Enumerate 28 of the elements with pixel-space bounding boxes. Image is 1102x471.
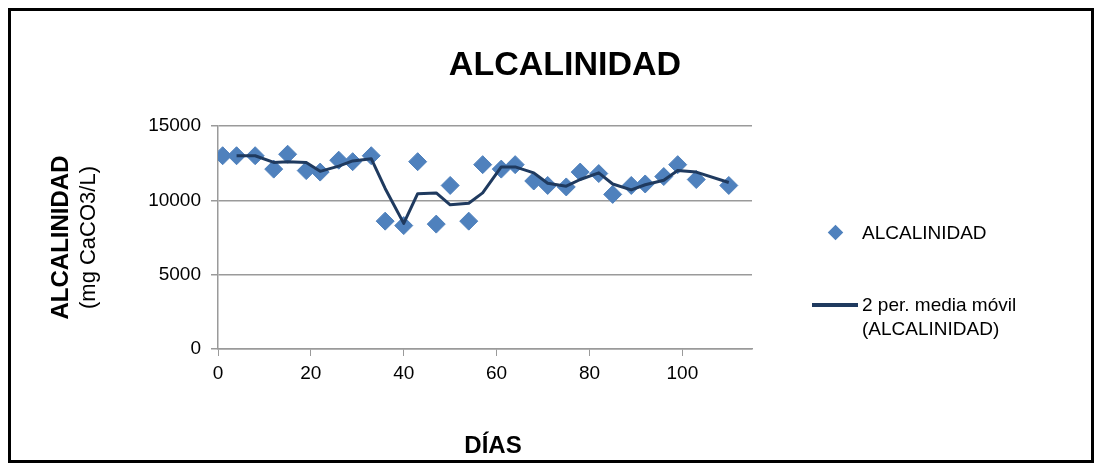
y-axis-title: ALCALINIDAD (mg CaCO3/L) bbox=[45, 155, 101, 320]
point bbox=[459, 211, 479, 231]
x-tick-label: 60 bbox=[486, 361, 508, 383]
y-tick-label: 0 bbox=[190, 337, 201, 359]
point bbox=[603, 184, 623, 204]
point bbox=[278, 144, 298, 164]
legend-label: 2 per. media móvil (ALCALINIDAD) bbox=[862, 293, 1018, 341]
point bbox=[375, 211, 395, 231]
point bbox=[719, 175, 739, 195]
point bbox=[440, 175, 460, 195]
x-axis-title: DÍAS bbox=[464, 430, 522, 458]
x-tick-label: 80 bbox=[578, 361, 601, 383]
legend-label: ALCALINIDAD bbox=[862, 221, 988, 245]
y-tick-label: 5000 bbox=[158, 262, 201, 284]
point bbox=[473, 155, 493, 175]
point bbox=[408, 152, 428, 172]
x-tick-label: 100 bbox=[666, 361, 699, 383]
point bbox=[426, 214, 446, 234]
x-tick-label: 0 bbox=[212, 361, 224, 383]
x-tick-label: 40 bbox=[393, 361, 415, 383]
y-tick-label: 10000 bbox=[148, 188, 201, 210]
point bbox=[264, 159, 284, 179]
y-tick-label: 15000 bbox=[148, 114, 201, 136]
point bbox=[524, 171, 544, 191]
point bbox=[686, 170, 706, 190]
point bbox=[570, 162, 590, 182]
x-tick-label: 20 bbox=[300, 361, 322, 383]
chart-title: ALCALINIDAD bbox=[448, 44, 682, 83]
